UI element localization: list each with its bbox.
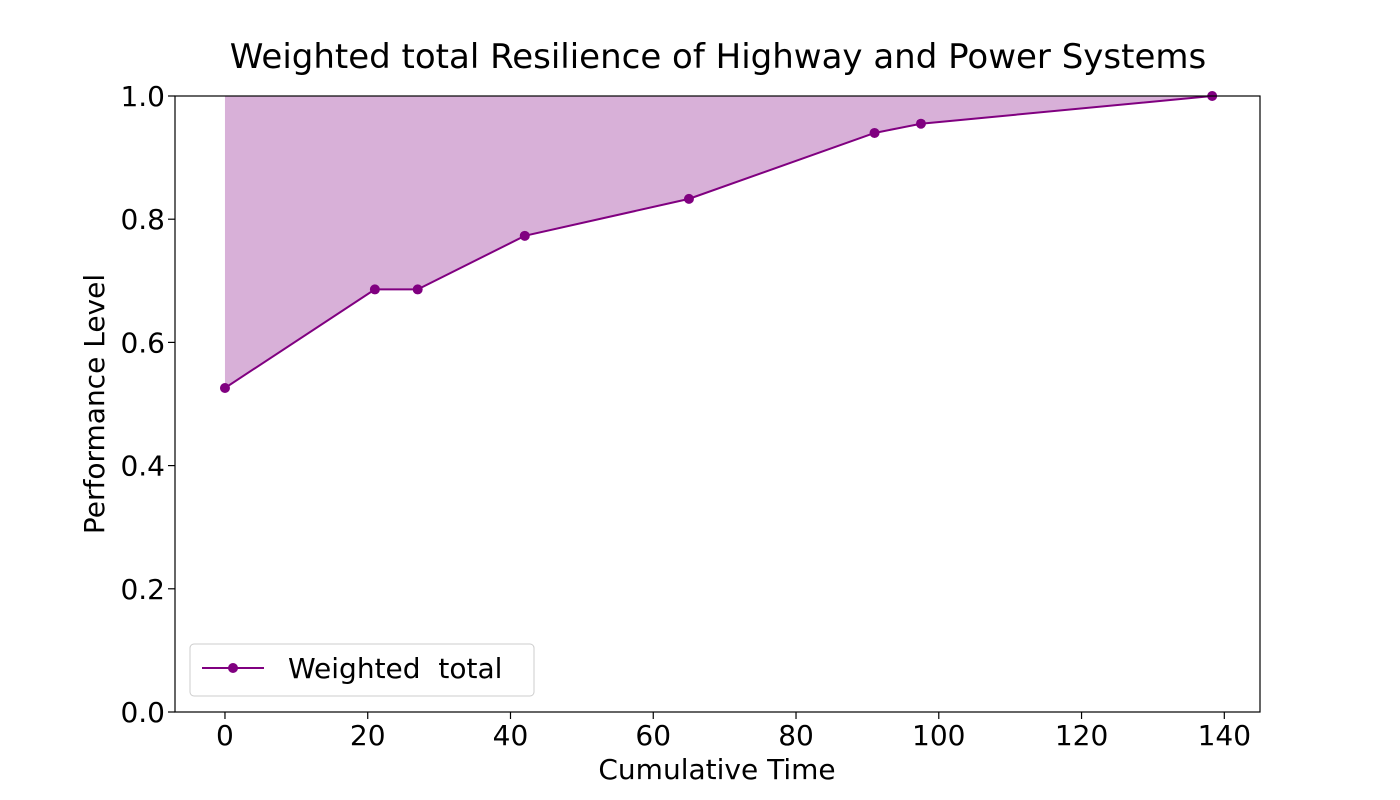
plot-area — [174, 91, 1261, 713]
marker-layer — [219, 91, 1218, 393]
y-tick-label: 0.0 — [120, 696, 165, 729]
x-tick-label: 80 — [778, 719, 814, 752]
data-point — [519, 230, 530, 241]
chart-title: Weighted total Resilience of Highway and… — [230, 37, 1206, 77]
data-point — [369, 284, 380, 295]
legend-marker-swatch — [228, 663, 238, 673]
data-point — [412, 284, 423, 295]
legend-label: Weighted total — [288, 652, 502, 685]
plot-frame — [174, 95, 1261, 713]
legend: Weighted total — [189, 643, 535, 697]
y-tick-label: 0.4 — [120, 450, 165, 483]
fill-layer — [224, 96, 1213, 388]
x-axis: 0 20 40 60 80 100 120 140 — [216, 712, 1251, 752]
x-tick-label: 120 — [1055, 719, 1108, 752]
data-point — [869, 127, 880, 138]
x-tick-label: 100 — [912, 719, 965, 752]
y-tick-label: 0.8 — [120, 203, 165, 236]
line-layer — [224, 95, 1213, 389]
x-tick-label: 0 — [216, 719, 234, 752]
x-tick-label: 40 — [493, 719, 529, 752]
x-tick-label: 60 — [635, 719, 671, 752]
y-axis-title: Performance Level — [78, 274, 111, 534]
series-line — [224, 95, 1213, 389]
x-tick-label: 20 — [350, 719, 386, 752]
y-axis: 0.0 0.2 0.4 0.6 0.8 1.0 — [120, 80, 175, 729]
series-fill-area — [224, 96, 1213, 388]
data-point — [915, 118, 926, 129]
y-tick-label: 0.2 — [120, 573, 165, 606]
y-tick-label: 1.0 — [120, 80, 165, 113]
y-tick-label: 0.6 — [120, 326, 165, 359]
x-tick-label: 140 — [1198, 719, 1251, 752]
data-point — [683, 193, 694, 204]
legend-box — [189, 643, 535, 697]
x-axis-title: Cumulative Time — [598, 753, 835, 786]
data-point — [219, 382, 230, 393]
